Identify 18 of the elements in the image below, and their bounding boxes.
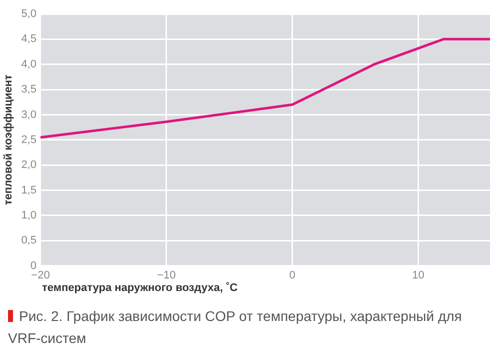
x-tick-label: 10 [412,269,424,282]
y-axis-title: тепловой коэффициент [2,74,15,206]
y-tick-label: 1,5 [21,184,36,196]
x-axis-title: температура наружного воздуха, ˚С [42,282,238,294]
y-tick-label: 2,5 [21,134,36,146]
y-tick-label: 4,0 [21,58,36,70]
y-tick-label: 3,5 [21,84,36,96]
y-tick-label: 4,5 [21,33,36,46]
x-tick-label: 0 [289,269,296,282]
y-tick-label: 0 [30,260,36,272]
x-tick-label: −10 [157,269,176,282]
y-tick-label: 2,0 [21,159,36,172]
y-tick-label: 1,0 [21,209,36,222]
y-tick-label: 0,5 [21,234,36,247]
y-tick-label: 3,0 [21,108,36,121]
text: Рис. 2. График зависимости COP от температуры, характерный для VRF-систем [8,308,462,346]
x-tick-label: −20 [31,269,50,282]
y-tick-label: 5,0 [21,8,36,20]
